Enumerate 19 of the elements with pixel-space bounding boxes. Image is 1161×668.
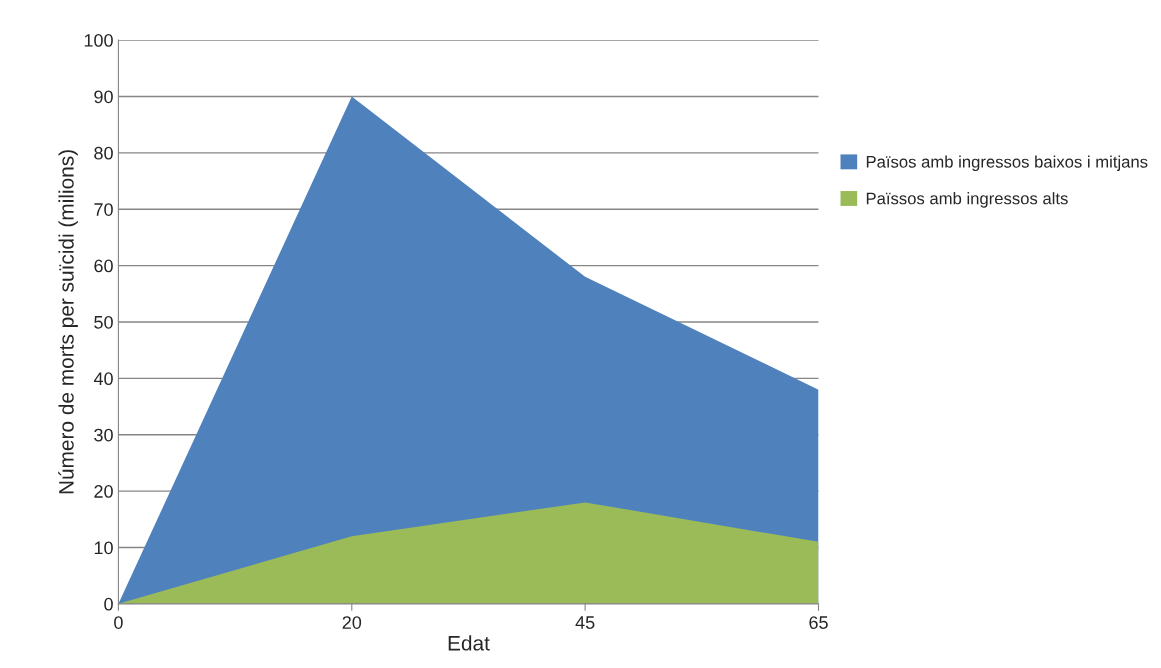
x-tick-label: 45	[575, 616, 595, 629]
x-tick-label: 0	[114, 616, 123, 629]
legend-label: Països amb ingressos baixos i mitjans	[866, 155, 1148, 172]
y-tick-label: 80	[94, 146, 113, 160]
x-tick-label: 65	[809, 616, 828, 629]
y-tick-label: 70	[94, 203, 113, 216]
y-tick-label: 10	[94, 541, 113, 555]
legend-label: Païssos amb ingressos alts	[866, 192, 1068, 208]
y-tick-label: 40	[93, 372, 113, 386]
y-tick-label: 30	[94, 428, 113, 442]
x-tick-label: 20	[342, 616, 362, 629]
y-tick-label: 0	[104, 597, 113, 611]
y-tick-label: 20	[94, 485, 113, 498]
y-tick-label: 60	[94, 259, 113, 273]
y-tick-label: 50	[94, 315, 113, 329]
y-tick-label: 100	[84, 34, 113, 47]
y-tick-label: 90	[94, 90, 113, 104]
x-axis-title: Edat	[448, 635, 490, 651]
y-axis-title: Número de morts per suïcidi (milions)	[58, 150, 78, 494]
